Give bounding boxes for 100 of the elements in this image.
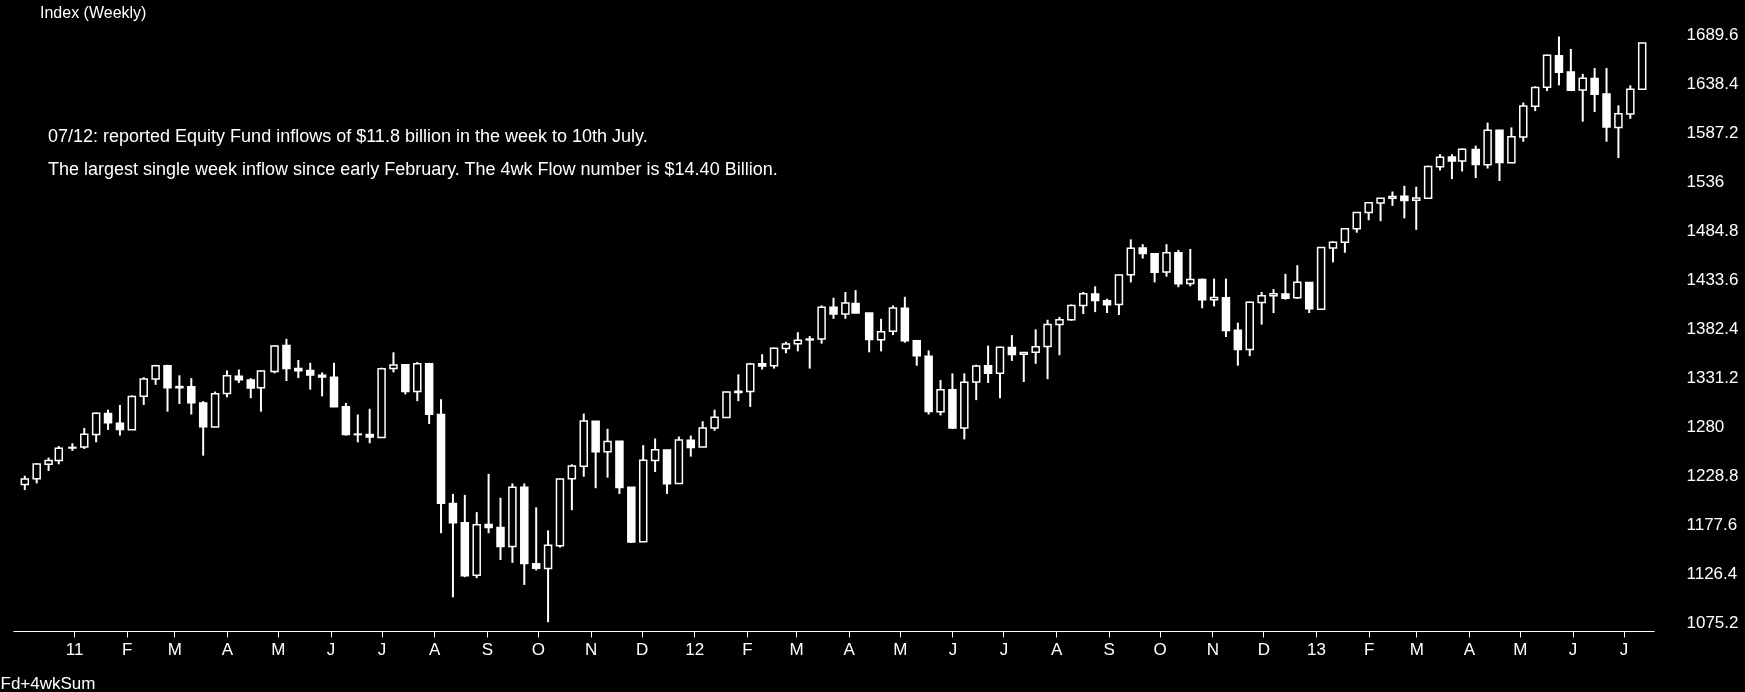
- candlestick: [305, 361, 315, 391]
- candlestick: [1447, 153, 1457, 181]
- y-tick-label: 1689.6: [1686, 24, 1739, 44]
- x-tick-label: A: [429, 639, 442, 659]
- candlestick: [139, 376, 148, 406]
- x-tick-label: O: [531, 639, 545, 659]
- y-tick-label: 1177.6: [1686, 514, 1738, 534]
- y-tick-label: 1382.4: [1686, 318, 1739, 338]
- x-tick-label: O: [1153, 639, 1167, 659]
- x-tick-label: A: [1050, 639, 1063, 659]
- x-tick-label: J: [1619, 639, 1629, 659]
- x-tick-label: F: [1363, 639, 1375, 659]
- candlestick: [1186, 247, 1195, 288]
- candlestick: [650, 437, 660, 473]
- y-tick-label: 1638.4: [1686, 73, 1739, 93]
- candlestick: [531, 506, 541, 572]
- candlestick: [1293, 264, 1302, 300]
- candlestick: [282, 337, 291, 383]
- x-tick-label: M: [271, 639, 286, 659]
- annotation: The largest single week inflow since early February. The 4wk Flow number is $14.40 Billion.: [48, 159, 778, 179]
- candlestick: [710, 408, 719, 432]
- x-tick-label: J: [377, 639, 387, 659]
- y-tick-label: 1331.2: [1686, 367, 1739, 387]
- x-tick-label: M: [893, 639, 908, 659]
- candlestick: [91, 411, 101, 444]
- x-tick-label: S: [1103, 639, 1115, 659]
- candlestick: [175, 374, 184, 405]
- x-tick-label: J: [1568, 639, 1578, 659]
- candlestick: [115, 403, 125, 437]
- candlestick: [1019, 351, 1029, 383]
- candlestick: [246, 377, 256, 400]
- x-tick-label: M: [167, 639, 182, 659]
- candlestick: [365, 407, 374, 445]
- candlestick: [1269, 288, 1278, 315]
- candlestick: [1471, 144, 1480, 180]
- candlestick: [1566, 47, 1576, 93]
- candlestick: [1614, 104, 1623, 160]
- candlestick: [936, 379, 945, 417]
- candlestick: [1457, 147, 1467, 173]
- x-tick-label: A: [1463, 639, 1476, 659]
- x-tick-label: J: [948, 639, 958, 659]
- y-tick-label: 1126.4: [1686, 563, 1738, 583]
- candlestick: [1352, 211, 1362, 234]
- candlestick: [294, 358, 303, 380]
- candlestick: [888, 304, 898, 337]
- y-tick-label: 1228.8: [1686, 465, 1739, 485]
- candlestick: [256, 369, 266, 413]
- candlestick: [103, 408, 113, 431]
- candlestick: [1007, 334, 1017, 362]
- candlestick: [1233, 321, 1243, 367]
- candlestick: [1400, 184, 1409, 220]
- candlestick: [805, 335, 814, 370]
- candlestick: [1340, 227, 1350, 254]
- candlestick: [1530, 85, 1540, 113]
- candlestick: [983, 344, 993, 384]
- candlestick: [1554, 35, 1564, 87]
- candlestick: [698, 420, 707, 449]
- candlestick: [567, 463, 577, 512]
- candlestick: [1031, 328, 1040, 365]
- y-tick-label: 1280: [1686, 416, 1725, 436]
- x-tick-label: N: [584, 639, 598, 659]
- y-tick-label: 1587.2: [1686, 122, 1739, 142]
- chart-title: Index (Weekly): [40, 4, 147, 21]
- x-tick-label: N: [1206, 639, 1220, 659]
- x-tick-label: 11: [65, 639, 84, 659]
- candlestick: [876, 317, 886, 353]
- candlestick: [1257, 291, 1266, 326]
- x-tick-label: A: [221, 639, 234, 659]
- x-tick-label: 13: [1307, 639, 1326, 659]
- candlestick: [1578, 72, 1587, 123]
- candlestick: [54, 445, 64, 466]
- candlestick: [317, 371, 327, 398]
- x-tick-label: J: [326, 639, 336, 659]
- candlestick: [389, 351, 398, 374]
- x-tick-label: D: [1257, 639, 1270, 659]
- candlestick: [1162, 243, 1171, 278]
- candlestick: [222, 369, 232, 399]
- x-tick-label: J: [999, 639, 1009, 659]
- candlestick: [496, 496, 505, 561]
- candlestick: [1197, 277, 1207, 310]
- candlestick: [187, 377, 196, 416]
- x-tick-label: 12: [685, 639, 705, 659]
- x-tick-label: M: [1409, 639, 1424, 659]
- x-axis-title: Fd+4wkSum: [0, 673, 96, 692]
- x-tick-label: M: [1513, 639, 1528, 659]
- candlestick: [971, 363, 981, 402]
- candlestick: [1328, 240, 1338, 264]
- candlestick: [686, 434, 696, 458]
- candlestick: [484, 472, 493, 535]
- y-tick-label: 1484.8: [1686, 220, 1739, 240]
- candlestick: [912, 338, 921, 367]
- candlestick: [1055, 315, 1064, 357]
- candlestick: [1150, 252, 1159, 284]
- candlestick: [448, 492, 458, 599]
- candlestick: [1079, 291, 1088, 316]
- candlestick: [163, 363, 172, 413]
- candlestick: [1043, 318, 1052, 381]
- candlestick: [1090, 285, 1100, 314]
- candlestick: [80, 426, 89, 450]
- candlestick: [1364, 201, 1373, 222]
